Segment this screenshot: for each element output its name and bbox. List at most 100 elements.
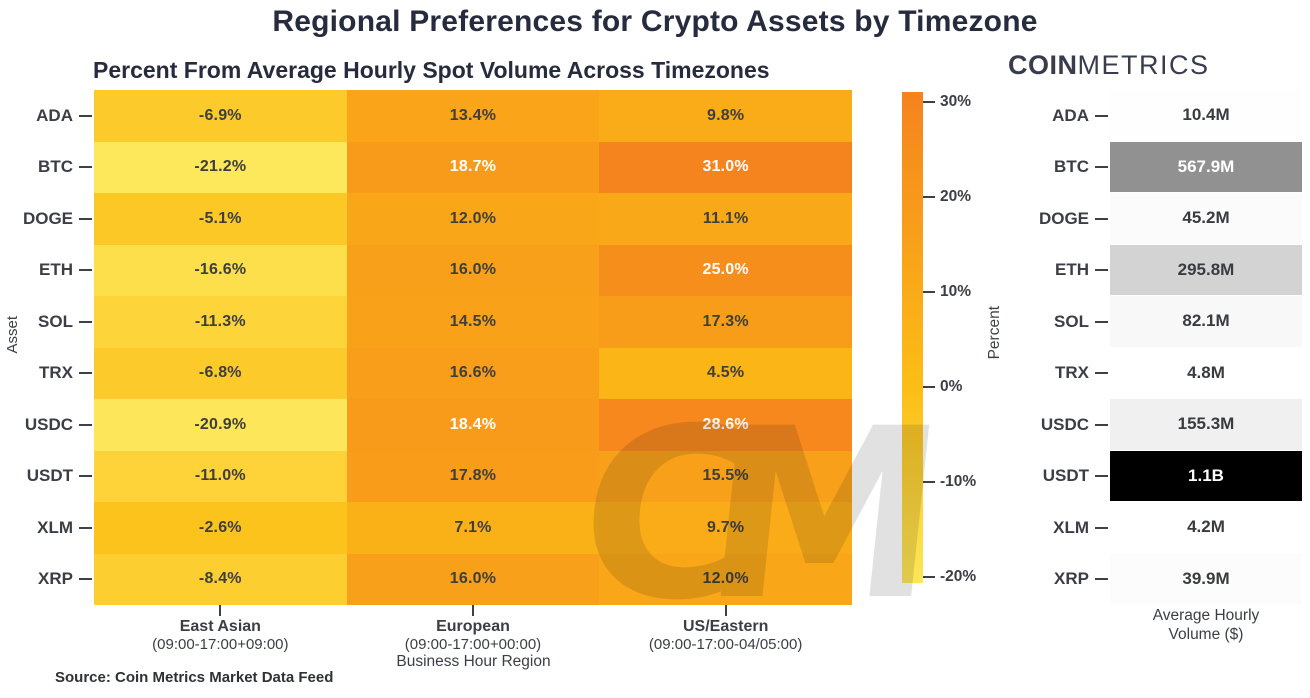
asset-name: XLM xyxy=(37,517,73,537)
heatmap-cell: 12.0% xyxy=(346,193,600,245)
colorbar-tick-label: 20% xyxy=(940,187,972,205)
colorbar-tick-mark xyxy=(923,385,935,388)
timezone-name: US/Eastern xyxy=(682,618,769,635)
tick-dash xyxy=(79,114,92,117)
asset-name: XLM xyxy=(1053,517,1089,537)
asset-row-label: USDT xyxy=(1000,451,1108,503)
heatmap-cell: 18.7% xyxy=(346,141,600,193)
asset-name: XRP xyxy=(38,569,73,589)
asset-name: ETH xyxy=(1055,260,1089,280)
tick-dash xyxy=(79,269,92,272)
source-text: Source: Coin Metrics Market Data Feed xyxy=(55,669,334,686)
tick-dash xyxy=(79,526,92,529)
asset-row-label: DOGE xyxy=(1000,193,1108,245)
asset-name: USDC xyxy=(1040,414,1089,434)
heatmap-cell: 15.5% xyxy=(599,450,852,502)
asset-name: USDT xyxy=(1042,466,1089,486)
volume-axis-label-line1: Average Hourly xyxy=(1152,607,1260,624)
asset-name: SOL xyxy=(38,311,73,331)
volume-cell: 45.2M xyxy=(1110,193,1302,245)
tick-dash xyxy=(79,423,92,426)
asset-row-label: BTC xyxy=(1000,142,1108,194)
heatmap-cell: -2.6% xyxy=(94,502,347,554)
asset-row-label: TRX xyxy=(0,348,92,400)
heatmap-cell: -11.3% xyxy=(94,296,347,348)
volume-axis-label: Average Hourly Volume ($) xyxy=(1110,606,1302,645)
asset-row-label: XRP xyxy=(0,554,92,606)
volume-cell: 10.4M xyxy=(1110,90,1302,142)
asset-name: TRX xyxy=(39,363,73,383)
asset-row-label: ETH xyxy=(1000,245,1108,297)
asset-name: SOL xyxy=(1054,311,1089,331)
asset-row-label: SOL xyxy=(1000,296,1108,348)
tick-dash xyxy=(79,217,92,220)
asset-row-label: USDT xyxy=(0,451,92,503)
heatmap-cell: 28.6% xyxy=(599,399,852,451)
timezone-column-label: East Asian (09:00-17:00+09:00) xyxy=(94,618,347,653)
colorbar-tick-label: 0% xyxy=(940,377,963,395)
x-axis-title: Business Hour Region xyxy=(396,653,551,670)
timezone-hours: (09:00-17:00+00:00) xyxy=(404,636,542,653)
heatmap-cell: 18.4% xyxy=(346,399,600,451)
heatmap-cell: 16.0% xyxy=(346,244,600,296)
asset-row-label: ADA xyxy=(1000,90,1108,142)
heatmap-cell: -11.0% xyxy=(94,450,347,502)
heatmap-cell: -8.4% xyxy=(94,553,347,605)
heatmap-cell: 13.4% xyxy=(346,90,600,142)
colorbar-tick-mark xyxy=(923,290,935,293)
coinmetrics-logo: COINMETRICS xyxy=(1008,50,1210,81)
volume-cell: 295.8M xyxy=(1110,244,1302,296)
tick-dash xyxy=(79,320,92,323)
colorbar-tick-mark xyxy=(923,100,935,103)
colorbar-tick-label: -10% xyxy=(940,472,977,490)
tick-dash xyxy=(79,166,92,169)
colorbar xyxy=(902,92,923,583)
x-tick-mark xyxy=(724,605,727,616)
timezone-hours: (09:00-17:00+09:00) xyxy=(152,636,289,653)
asset-row-label: DOGE xyxy=(0,193,92,245)
asset-name: ADA xyxy=(36,105,73,125)
volume-axis-label-line2: Volume ($) xyxy=(1168,626,1244,644)
timezone-name: East Asian xyxy=(179,618,261,635)
x-tick-mark xyxy=(219,605,222,616)
colorbar-tick-label: 10% xyxy=(940,282,972,300)
volume-cell: 4.2M xyxy=(1110,502,1302,554)
colorbar-tick-mark xyxy=(923,480,935,483)
tick-dash xyxy=(79,475,92,478)
heatmap-cell: -20.9% xyxy=(94,399,347,451)
tick-dash xyxy=(1095,372,1108,375)
tick-dash xyxy=(1095,269,1108,272)
heatmap-cell: 12.0% xyxy=(599,553,852,605)
colorbar-tick-label: -20% xyxy=(940,567,977,585)
tick-dash xyxy=(1095,526,1108,529)
volume-cell: 39.9M xyxy=(1110,553,1302,605)
asset-name: DOGE xyxy=(1038,208,1089,228)
asset-row-label: XLM xyxy=(0,502,92,554)
volume-cell: 155.3M xyxy=(1110,399,1302,451)
asset-name: ADA xyxy=(1052,105,1089,125)
asset-row-label: USDC xyxy=(0,399,92,451)
volume-cell: 4.8M xyxy=(1110,347,1302,399)
heatmap-cell: -6.9% xyxy=(94,90,347,142)
colorbar-tick-label: 30% xyxy=(940,92,972,110)
volume-cell: 1.1B xyxy=(1110,450,1302,502)
asset-name: USDT xyxy=(26,466,73,486)
volume-cell: 82.1M xyxy=(1110,296,1302,348)
asset-row-label: ETH xyxy=(0,245,92,297)
heatmap-cell: 16.0% xyxy=(346,553,600,605)
asset-row-label: TRX xyxy=(1000,348,1108,400)
heatmap-cell: 7.1% xyxy=(346,502,600,554)
asset-name: ETH xyxy=(39,260,73,280)
heatmap-cell: 4.5% xyxy=(599,347,852,399)
heatmap-cell: 31.0% xyxy=(599,141,852,193)
timezone-column-label: US/Eastern (09:00-17:00-04/05:00) xyxy=(599,618,852,653)
asset-name: DOGE xyxy=(22,208,73,228)
volume-cell: 567.9M xyxy=(1110,141,1302,193)
asset-name: TRX xyxy=(1055,363,1089,383)
logo-coin-text: COIN xyxy=(1008,50,1078,80)
heatmap-cell: 17.8% xyxy=(346,450,600,502)
tick-dash xyxy=(1095,166,1108,169)
asset-row-label: BTC xyxy=(0,142,92,194)
tick-dash xyxy=(79,578,92,581)
asset-row-label: XRP xyxy=(1000,554,1108,606)
